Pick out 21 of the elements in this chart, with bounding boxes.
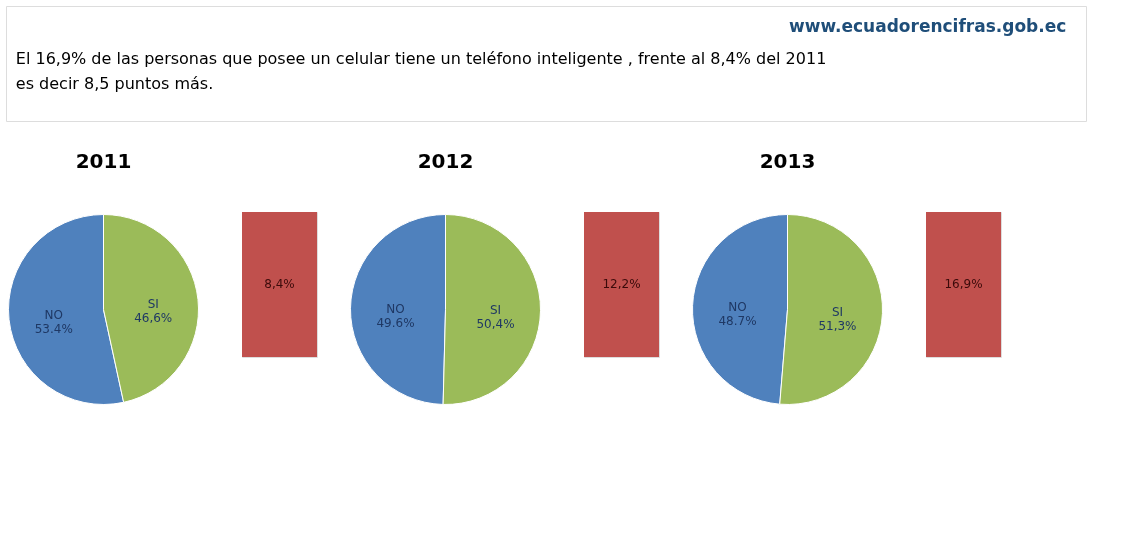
- text: es decir 8,5 puntos más.: [15, 73, 214, 93]
- text: 16,9%: [944, 277, 983, 291]
- data-label: 46,6%: [134, 311, 173, 326]
- data-label: 50,4%: [476, 317, 515, 332]
- chart-title: 2013: [759, 149, 816, 173]
- chart-title: 2012: [417, 149, 474, 173]
- chart-title: 2011: [75, 149, 132, 173]
- slice-label: NO: [386, 301, 405, 316]
- slice-label: SI: [831, 304, 844, 319]
- slice-label: SI: [147, 297, 159, 312]
- text: www.ecuadorencifras.gob.ec: [789, 16, 1067, 37]
- text: 12,2%: [602, 277, 641, 291]
- data-label: 48.7%: [718, 314, 757, 329]
- text: 8,4%: [264, 277, 295, 291]
- data-label: 53.4%: [34, 321, 73, 336]
- data-label: 49.6%: [376, 315, 415, 330]
- slice-label: SI: [489, 303, 502, 318]
- slice-label: NO: [728, 300, 747, 315]
- text: El 16,9% de las personas que posee un celular tiene un teléfono inteligente , frente al 8,4% del 2011: [15, 48, 827, 68]
- data-label: 51,3%: [818, 318, 857, 333]
- slice-label: NO: [44, 307, 63, 322]
